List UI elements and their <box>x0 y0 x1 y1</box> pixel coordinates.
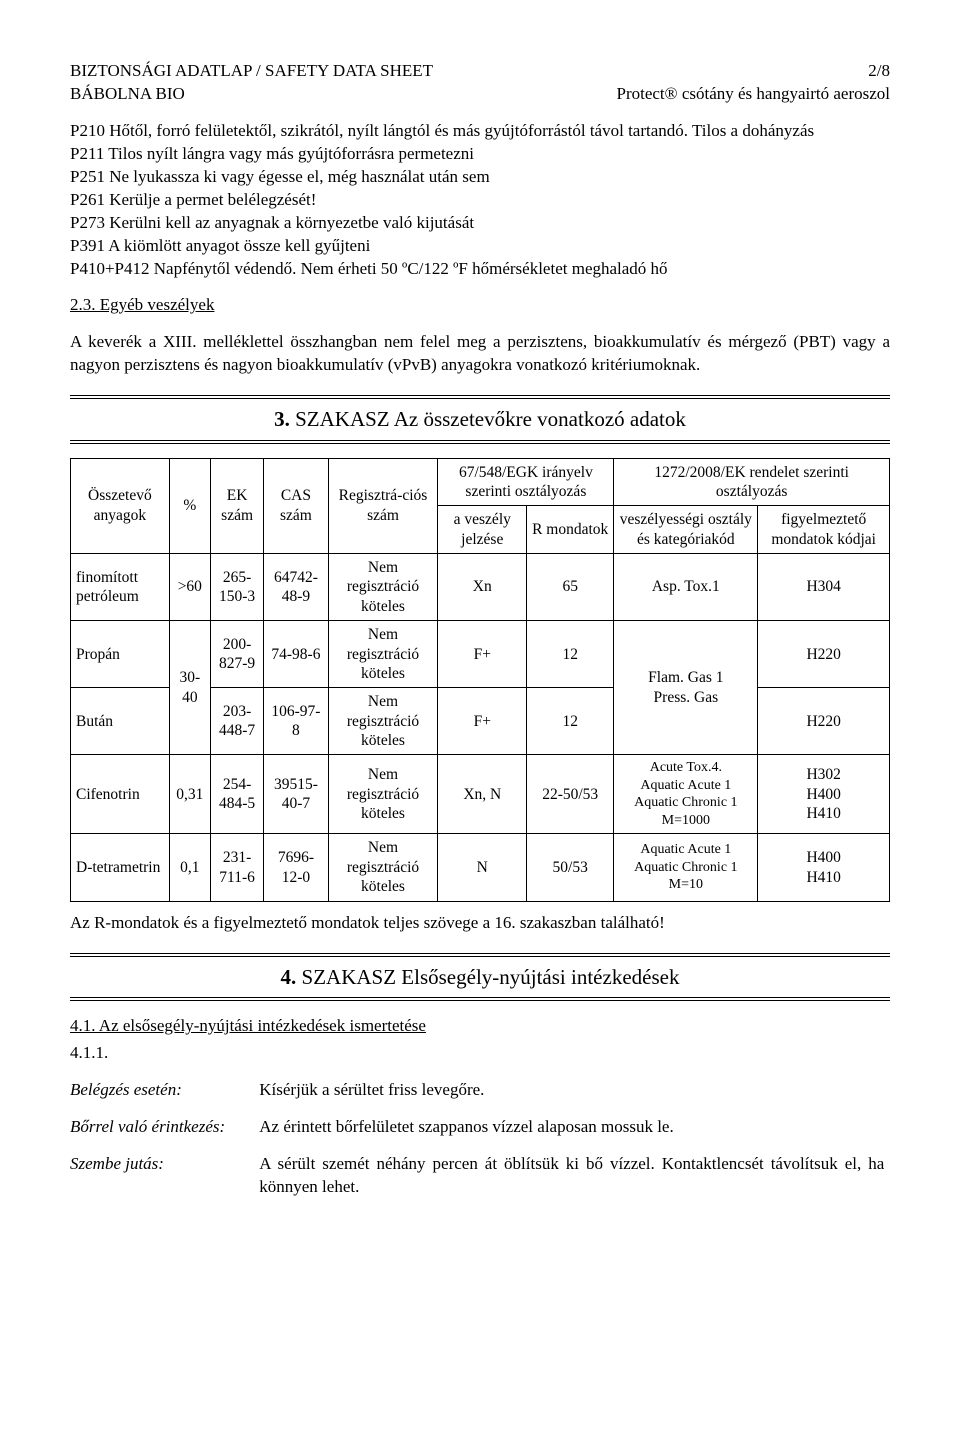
subsection-2-3-body: A keverék a XIII. melléklettel összhangb… <box>70 331 890 377</box>
cell-cls: Flam. Gas 1 Press. Gas <box>614 621 758 755</box>
cell-haz: Xn <box>438 554 527 621</box>
subsection-4-1-1: 4.1.1. <box>70 1042 890 1065</box>
cell-haz: Xn, N <box>438 755 527 834</box>
cell-name: Propán <box>71 621 170 688</box>
p-line: P210 Hőtől, forró felületektől, szikrátó… <box>70 120 890 143</box>
cell-cls: Aquatic Acute 1 Aquatic Chronic 1 M=10 <box>614 834 758 901</box>
cell-pct: 0,31 <box>169 755 210 834</box>
cell-r: 22-50/53 <box>527 755 614 834</box>
section-3-heading: 3. SZAKASZ Az összetevőkre vonatkozó ada… <box>70 395 890 443</box>
cell-ek: 200-827-9 <box>210 621 264 688</box>
first-aid-text: Az érintett bőrfelületet szappanos vízze… <box>259 1116 884 1139</box>
col-subheader: R mondatok <box>527 506 614 554</box>
cell-pct: 0,1 <box>169 834 210 901</box>
page-number: 2/8 <box>617 60 891 83</box>
cell-h: H220 <box>758 621 890 688</box>
cell-r: 50/53 <box>527 834 614 901</box>
cell-h: H220 <box>758 688 890 755</box>
first-aid-text: A sérült szemét néhány percen át öblítsü… <box>259 1153 884 1199</box>
cell-name: Bután <box>71 688 170 755</box>
table-row: Cifenotrin 0,31 254-484-5 39515-40-7 Nem… <box>71 755 890 834</box>
col-header: CAS szám <box>264 458 328 554</box>
col-subheader: figyelmeztető mondatok kódjai <box>758 506 890 554</box>
subsection-4-1: 4.1. Az elsősegély-nyújtási intézkedések… <box>70 1015 890 1038</box>
cell-reg: Nem regisztráció köteles <box>328 554 438 621</box>
p-line: P211 Tilos nyílt lángra vagy más gyújtóf… <box>70 143 890 166</box>
cell-ek: 254-484-5 <box>210 755 264 834</box>
col-header: EK szám <box>210 458 264 554</box>
table-row: finomított petróleum >60 265-150-3 64742… <box>71 554 890 621</box>
table-footnote: Az R-mondatok és a figyelmeztető mondato… <box>70 912 890 935</box>
cell-haz: F+ <box>438 621 527 688</box>
cell-name: finomított petróleum <box>71 554 170 621</box>
cell-reg: Nem regisztráció köteles <box>328 621 438 688</box>
cell-cls: Acute Tox.4. Aquatic Acute 1 Aquatic Chr… <box>614 755 758 834</box>
col-header: Összetevő anyagok <box>71 458 170 554</box>
cell-r: 12 <box>527 688 614 755</box>
first-aid-row: Belégzés esetén: Kísérjük a sérültet fri… <box>70 1079 890 1102</box>
cell-cls: Asp. Tox.1 <box>614 554 758 621</box>
cell-ek: 231-711-6 <box>210 834 264 901</box>
section-title: SZAKASZ Az összetevőkre vonatkozó adatok <box>290 407 686 431</box>
cell-name: D-tetrametrin <box>71 834 170 901</box>
cell-reg: Nem regisztráció köteles <box>328 755 438 834</box>
cell-haz: N <box>438 834 527 901</box>
p-line: P273 Kerülni kell az anyagnak a környeze… <box>70 212 890 235</box>
p-line: P251 Ne lyukassza ki vagy égesse el, még… <box>70 166 890 189</box>
cell-name: Cifenotrin <box>71 755 170 834</box>
doc-title: BIZTONSÁGI ADATLAP / SAFETY DATA SHEET <box>70 60 433 83</box>
cell-r: 12 <box>527 621 614 688</box>
cell-pct: >60 <box>169 554 210 621</box>
first-aid-row: Szembe jutás: A sérült szemét néhány per… <box>70 1153 890 1199</box>
cell-cas: 106-97-8 <box>264 688 328 755</box>
cell-reg: Nem regisztráció köteles <box>328 834 438 901</box>
first-aid-label: Szembe jutás: <box>70 1153 255 1176</box>
cell-haz: F+ <box>438 688 527 755</box>
col-header: % <box>169 458 210 554</box>
page-header: BIZTONSÁGI ADATLAP / SAFETY DATA SHEET B… <box>70 60 890 106</box>
p-line: P391 A kiömlött anyagot össze kell gyűjt… <box>70 235 890 258</box>
company-name: BÁBOLNA BIO <box>70 83 433 106</box>
composition-table: Összetevő anyagok % EK szám CAS szám Reg… <box>70 458 890 902</box>
p-line: P410+P412 Napfénytől védendő. Nem érheti… <box>70 258 890 281</box>
col-header: 67/548/EGK irányelv szerinti osztályozás <box>438 458 614 506</box>
table-row: Propán 30-40 200-827-9 74-98-6 Nem regis… <box>71 621 890 688</box>
cell-reg: Nem regisztráció köteles <box>328 688 438 755</box>
first-aid-label: Belégzés esetén: <box>70 1079 255 1102</box>
first-aid-label: Bőrrel való érintkezés: <box>70 1116 255 1139</box>
cell-cas: 7696-12-0 <box>264 834 328 901</box>
first-aid-row: Bőrrel való érintkezés: Az érintett bőrf… <box>70 1116 890 1139</box>
col-subheader: veszélyességi osztály és kategóriakód <box>614 506 758 554</box>
table-row: D-tetrametrin 0,1 231-711-6 7696-12-0 Ne… <box>71 834 890 901</box>
section-number: 3. <box>274 407 290 431</box>
cell-cas: 64742-48-9 <box>264 554 328 621</box>
section-number: 4. <box>281 965 297 989</box>
subsection-2-3: 2.3. Egyéb veszélyek <box>70 294 890 317</box>
cell-pct: 30-40 <box>169 621 210 755</box>
subsection-title: 4.1. Az elsősegély-nyújtási intézkedések… <box>70 1016 426 1035</box>
col-header: Regisztrá-ciós szám <box>328 458 438 554</box>
section-4-heading: 4. SZAKASZ Elsősegély-nyújtási intézkedé… <box>70 953 890 1001</box>
first-aid-text: Kísérjük a sérültet friss levegőre. <box>259 1079 884 1102</box>
cell-h: H302 H400 H410 <box>758 755 890 834</box>
cell-cas: 74-98-6 <box>264 621 328 688</box>
p-line: P261 Kerülje a permet belélegzését! <box>70 189 890 212</box>
cell-ek: 203-448-7 <box>210 688 264 755</box>
section-title: SZAKASZ Elsősegély-nyújtási intézkedések <box>296 965 679 989</box>
cell-h: H304 <box>758 554 890 621</box>
cell-h: H400 H410 <box>758 834 890 901</box>
p-statements: P210 Hőtől, forró felületektől, szikrátó… <box>70 120 890 281</box>
subsection-title: 2.3. Egyéb veszélyek <box>70 295 214 314</box>
col-header: 1272/2008/EK rendelet szerinti osztályoz… <box>614 458 890 506</box>
cell-r: 65 <box>527 554 614 621</box>
cell-ek: 265-150-3 <box>210 554 264 621</box>
product-name: Protect® csótány és hangyairtó aeroszol <box>617 83 891 106</box>
col-subheader: a veszély jelzése <box>438 506 527 554</box>
cell-cas: 39515-40-7 <box>264 755 328 834</box>
